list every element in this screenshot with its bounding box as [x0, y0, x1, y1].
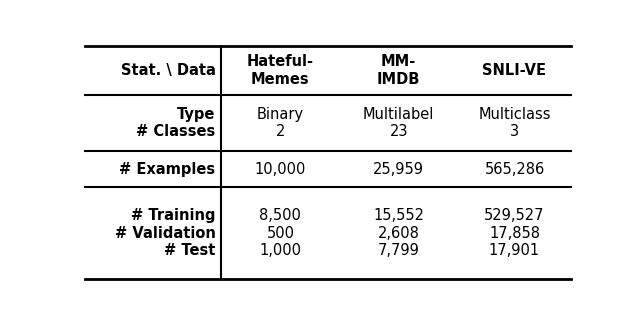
Text: Type
# Classes: Type # Classes	[136, 107, 216, 139]
Text: Multiclass
3: Multiclass 3	[478, 107, 551, 139]
Text: SNLI-VE: SNLI-VE	[483, 63, 547, 78]
Text: 565,286: 565,286	[484, 162, 545, 176]
Text: Multilabel
23: Multilabel 23	[363, 107, 435, 139]
Text: # Training
# Validation
# Test: # Training # Validation # Test	[115, 208, 216, 258]
Text: # Examples: # Examples	[119, 162, 216, 176]
Text: 8,500
500
1,000: 8,500 500 1,000	[259, 208, 301, 258]
Text: MM-
IMDB: MM- IMDB	[377, 54, 420, 87]
Text: 25,959: 25,959	[373, 162, 424, 176]
Text: 15,552
2,608
7,799: 15,552 2,608 7,799	[373, 208, 424, 258]
Text: Stat. \ Data: Stat. \ Data	[120, 63, 216, 78]
Text: 10,000: 10,000	[255, 162, 306, 176]
Text: Hateful-
Memes: Hateful- Memes	[247, 54, 314, 87]
Text: 529,527
17,858
17,901: 529,527 17,858 17,901	[484, 208, 545, 258]
Text: Binary
2: Binary 2	[257, 107, 304, 139]
